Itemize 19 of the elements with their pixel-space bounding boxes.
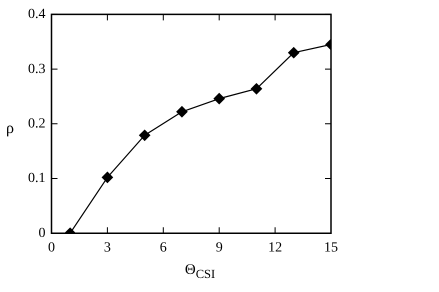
- x-tick-label: 9: [216, 240, 223, 256]
- point: [288, 47, 300, 58]
- x-tick-label: 0: [48, 240, 55, 256]
- x-tick-label: 6: [160, 240, 167, 256]
- x-tick-label: 15: [324, 240, 338, 256]
- point: [250, 83, 262, 94]
- x-tick-label: 3: [104, 240, 111, 256]
- y-tick-label: 0.2: [28, 116, 46, 132]
- y-tick-label: 0.3: [28, 62, 46, 77]
- x-tick-label: 12: [268, 240, 282, 256]
- point: [214, 93, 225, 104]
- point: [102, 172, 113, 184]
- y-tick-label: 0.1: [28, 171, 46, 186]
- point: [176, 106, 188, 118]
- point: [139, 130, 150, 141]
- y-tick-label: 0: [38, 226, 46, 241]
- y-tick-label: 0.4: [28, 7, 46, 22]
- y-axis-title: ρ: [6, 120, 14, 138]
- x-axis-title: Θ$_{CSI}$: [184, 262, 216, 282]
